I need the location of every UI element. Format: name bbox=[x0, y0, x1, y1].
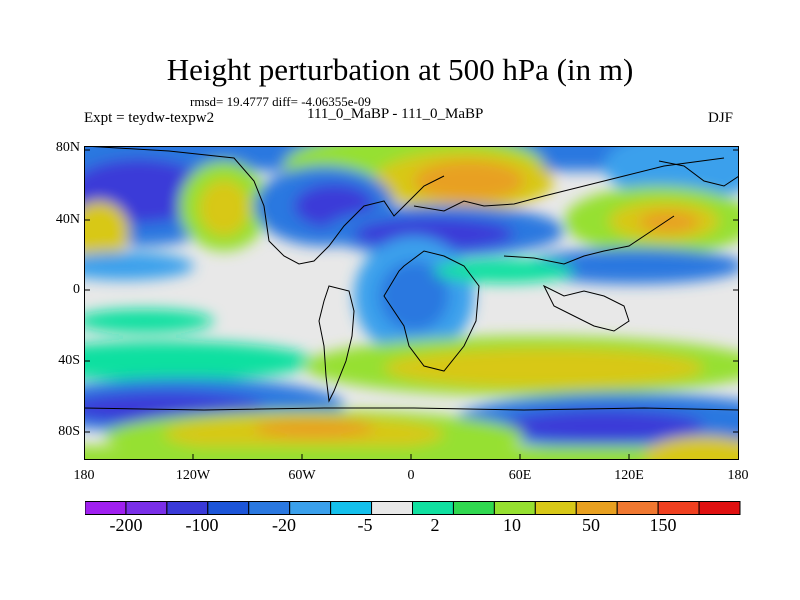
colorbar-label-150: 150 bbox=[649, 515, 677, 535]
height-field bbox=[84, 146, 739, 460]
coastlines bbox=[84, 146, 739, 411]
colorbar-box bbox=[534, 501, 577, 515]
lon-label-120e: 120E bbox=[614, 468, 644, 483]
lon-label-0: 0 bbox=[407, 468, 415, 483]
stats-line: rmsd= 19.4777 diff= -4.06355e-09 bbox=[190, 94, 371, 109]
lat-label-40s: 40S bbox=[58, 353, 80, 368]
lon-label-60e: 60E bbox=[508, 468, 532, 483]
lon-label-60w: 60W bbox=[288, 468, 316, 483]
lon-label-120w: 120W bbox=[175, 468, 211, 483]
lon-label-180w: 180 bbox=[73, 468, 95, 483]
lat-label-80n: 80N bbox=[55, 140, 80, 155]
colorbar-label-10: 10 bbox=[503, 515, 521, 535]
lat-label-0: 0 bbox=[73, 282, 80, 297]
colorbar-label-2: 2 bbox=[430, 515, 440, 535]
colorbar-box bbox=[289, 501, 332, 515]
colorbar-box bbox=[371, 501, 413, 515]
colorbar-box bbox=[248, 501, 291, 515]
experiment-label: Expt = teydw-texpw2 bbox=[84, 110, 215, 126]
colorbar-label-50: 50 bbox=[582, 515, 600, 535]
colorbar-box bbox=[207, 501, 250, 515]
lat-label-80s: 80S bbox=[58, 424, 80, 439]
colorbar-box bbox=[493, 501, 536, 515]
colorbar-box bbox=[698, 501, 741, 515]
colorbar-box bbox=[575, 501, 618, 515]
colorbar-box bbox=[616, 501, 659, 515]
colorbar-label-m200: -200 bbox=[109, 515, 143, 535]
colorbar-label-m100: -100 bbox=[185, 515, 219, 535]
colorbar-box bbox=[412, 501, 454, 515]
colorbar bbox=[85, 501, 741, 515]
plot-title: Height perturbation at 500 hPa (in m) bbox=[166, 52, 634, 87]
colorbar-box bbox=[330, 501, 373, 515]
map-panel bbox=[84, 146, 739, 460]
lon-label-180e: 180 bbox=[727, 468, 749, 483]
season-label: DJF bbox=[708, 110, 734, 126]
ticks bbox=[84, 149, 739, 460]
comparison-label: 111_0_MaBP - 111_0_MaBP bbox=[307, 106, 484, 122]
colorbar-box bbox=[452, 501, 495, 515]
lat-label-40n: 40N bbox=[55, 212, 80, 227]
colorbar-box bbox=[125, 501, 168, 515]
colorbar-label-m5: -5 bbox=[357, 515, 373, 535]
colorbar-box bbox=[85, 501, 127, 515]
colorbar-label-m20: -20 bbox=[272, 515, 296, 535]
colorbar-box bbox=[166, 501, 209, 515]
colorbar-box bbox=[657, 501, 700, 515]
